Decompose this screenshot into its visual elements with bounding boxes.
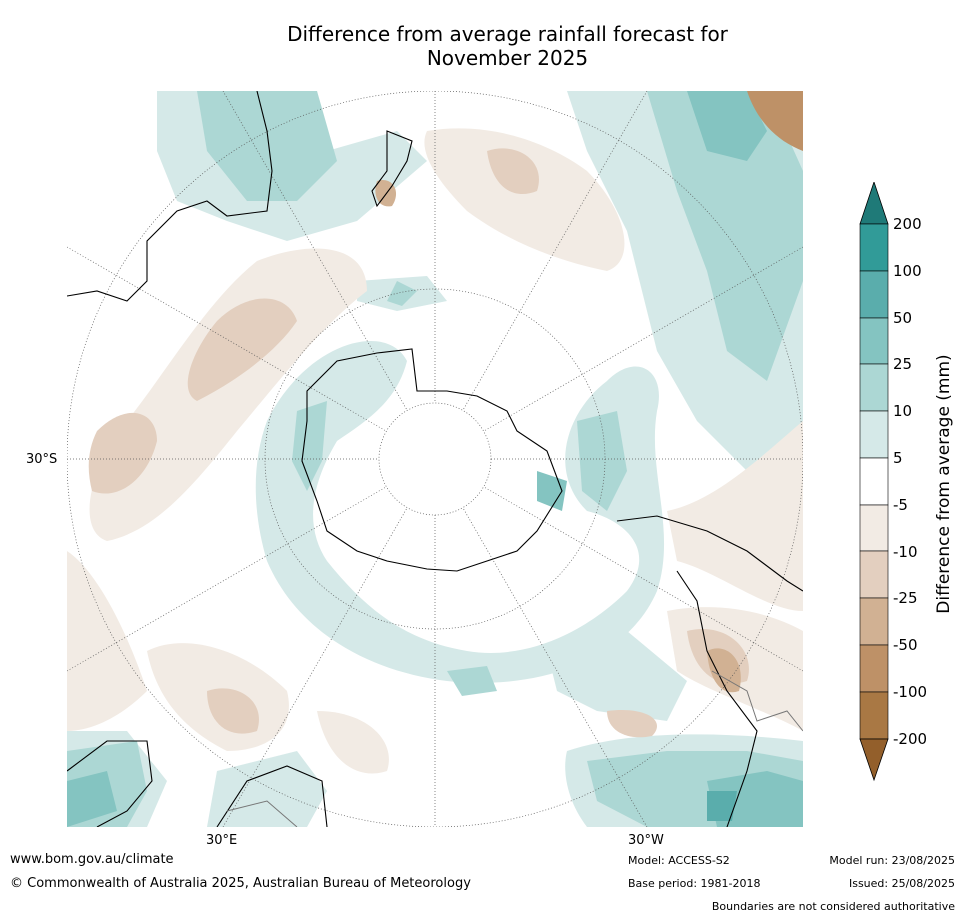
colorbar-tick: -5 [893,496,908,514]
colorbar-arrow-top [859,182,889,225]
colorbar-title: Difference from average (mm) [934,354,954,614]
colorbar-tick: 25 [893,355,913,373]
colorbar-tick: -50 [893,636,918,654]
model-text: Model: ACCESS-S2 [628,854,730,867]
map-title: Difference from average rainfall forecas… [0,22,965,70]
model-run-text: Model run: 23/08/2025 [829,854,955,867]
title-line-2: November 2025 [426,46,589,70]
colorbar-segments [859,223,889,740]
colorbar-tick: -200 [893,730,928,748]
colorbar-tick: 50 [893,309,913,327]
issued-text: Issued: 25/08/2025 [848,877,955,890]
lon-label-30e: 30°E [206,833,238,848]
colorbar-arrow-bottom [859,738,889,782]
south-america-coast [616,515,803,827]
dry-anomaly-medium [88,148,749,738]
website-link[interactable]: www.bom.gov.au/climate [10,852,174,867]
graticule [67,91,803,827]
colorbar-tick: 200 [893,215,922,233]
colorbar-tick: -100 [893,683,928,701]
colorbar-tick: 100 [893,262,922,280]
colorbar-tick: -25 [893,589,918,607]
polar-map [67,91,803,827]
wet-anomaly-darkest [707,791,737,821]
copyright-text: © Commonwealth of Australia 2025, Austra… [10,876,471,891]
borders [226,670,803,827]
wet-anomaly-medium [67,91,803,827]
colorbar-tick: 10 [893,402,913,420]
antarctica-coast [301,348,563,572]
colorbar-tick: -10 [893,543,918,561]
title-line-1: Difference from average rainfall forecas… [287,22,728,46]
africa-coast [67,740,328,827]
colorbar-tick: 5 [893,449,903,467]
coastlines [67,91,803,827]
australia-coast [67,91,273,302]
disclaimer-text: Boundaries are not considered authoritat… [711,900,955,913]
new-zealand-coast [371,130,413,208]
rainfall-map-svg [67,91,803,827]
base-period-text: Base period: 1981-2018 [628,877,761,890]
lat-label-30s: 30°S [26,452,58,467]
dry-anomaly-dark [747,91,803,151]
lon-label-30w: 30°W [628,833,664,848]
colorbar [859,182,889,782]
